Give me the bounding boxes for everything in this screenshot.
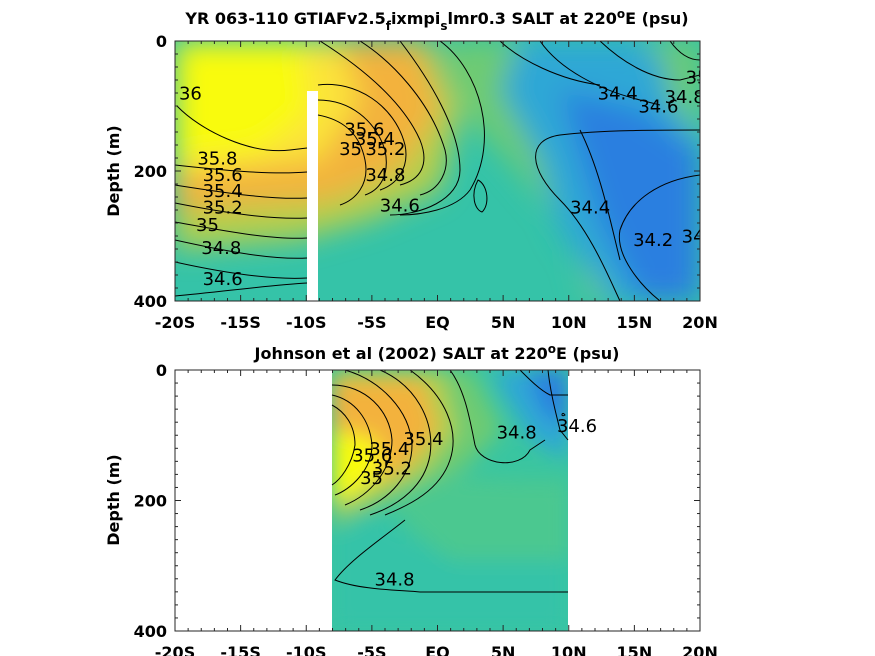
top-x-tick-label: -20S [155, 313, 195, 332]
top-contour-label: 35.8 [197, 149, 237, 170]
top-y-tick-label: 200 [134, 162, 167, 181]
top-contour-label: 34.2 [633, 230, 673, 251]
top-contour-label: 35.4 [355, 129, 395, 150]
top-ylabel: Depth (m) [104, 125, 123, 217]
top-contour-label: 35.6 [203, 165, 243, 186]
top-contour-label: 35.2 [365, 139, 405, 160]
top-contour-label: 34.4 [570, 197, 610, 218]
top-contour-label: 34.8 [665, 87, 705, 108]
bottom-contour-label: 35.4 [403, 429, 443, 450]
bottom-panel: Johnson et al (2002) SALT at 220oE (psu) [104, 342, 718, 656]
top-x-tick-label: 5N [491, 313, 516, 332]
top-contour-label: 34.8 [201, 238, 241, 259]
top-contour-label: 34 [682, 227, 705, 248]
bottom-ylabel: Depth (m) [104, 454, 123, 546]
top-x-tick-label: 10N [551, 313, 587, 332]
bottom-x-tick-label: EQ [425, 643, 450, 656]
top-contour-label: 34.6 [380, 195, 420, 216]
top-y-tick-label: 400 [134, 292, 167, 311]
top-contour-labels: 3635.835.635.435.23534.834.635.635.435.2… [179, 67, 709, 290]
top-contour-label: 36 [179, 84, 202, 105]
top-contours [175, 41, 700, 301]
data-gap [307, 91, 318, 301]
top-contour-label: 35 [339, 139, 362, 160]
bottom-contour-label: 35 [360, 468, 383, 489]
top-y-tick-label: 0 [156, 32, 167, 51]
bottom-x-tick-label: 10N [551, 643, 587, 656]
top-panel: YR 063-110 GTIAFv2.5fixmpislmr0.3 SALT a… [104, 7, 718, 332]
top-ticks: -20S -15S -10S -5S EQ 5N 10N 15N 20N 0 200 400 [134, 32, 718, 332]
top-x-tick-label: EQ [425, 313, 450, 332]
bottom-x-tick-label: -5S [357, 643, 386, 656]
bottom-x-tick-label: -15S [220, 643, 260, 656]
top-contour-label: 35.6 [344, 119, 384, 140]
bottom-x-tick-label: -10S [286, 643, 326, 656]
bottom-x-tick-label: 15N [617, 643, 653, 656]
top-contour-label: 34.6 [638, 97, 678, 118]
top-x-tick-label: -10S [286, 313, 326, 332]
bottom-title: Johnson et al (2002) SALT at 220oE (psu) [254, 342, 620, 363]
bottom-contour-label: 34.8 [497, 423, 537, 444]
bottom-ticks: -20S -15S -10S -5S EQ 5N 10N 15N 20N 0 200 400 [134, 361, 718, 656]
top-title: YR 063-110 GTIAFv2.5fixmpislmr0.3 SALT a… [184, 7, 688, 33]
bottom-contour-label: 35.6 [352, 445, 392, 466]
bottom-contour-label: 34.6 [557, 416, 597, 437]
top-x-tick-label: 15N [617, 313, 653, 332]
bottom-x-tick-label: -20S [155, 643, 195, 656]
top-contour-label: 35.2 [203, 197, 243, 218]
bottom-contour-label: 35.2 [372, 458, 412, 479]
bottom-x-tick-label: 20N [682, 643, 718, 656]
top-contour-label: 35 [196, 215, 219, 236]
bottom-contour-label: 34.8 [375, 569, 415, 590]
top-heatmap: 3635.835.635.435.23534.834.635.635.435.2… [175, 41, 709, 301]
top-contour-label: 35.4 [203, 181, 243, 202]
bottom-y-tick-label: 400 [134, 622, 167, 641]
top-contour-label: 34.8 [365, 165, 405, 186]
top-x-tick-label: 20N [682, 313, 718, 332]
top-contour-label: 34.4 [598, 84, 638, 105]
top-contour-label: 35 [686, 67, 709, 88]
top-x-tick-label: -15S [220, 313, 260, 332]
bottom-contours [331, 370, 569, 593]
bottom-y-tick-label: 200 [134, 492, 167, 511]
top-x-tick-label: -5S [357, 313, 386, 332]
bottom-contour-label: 35.4 [369, 439, 409, 460]
bottom-x-tick-label: 5N [491, 643, 516, 656]
top-contour-label: 34.6 [203, 269, 243, 290]
bottom-y-tick-label: 0 [156, 361, 167, 380]
